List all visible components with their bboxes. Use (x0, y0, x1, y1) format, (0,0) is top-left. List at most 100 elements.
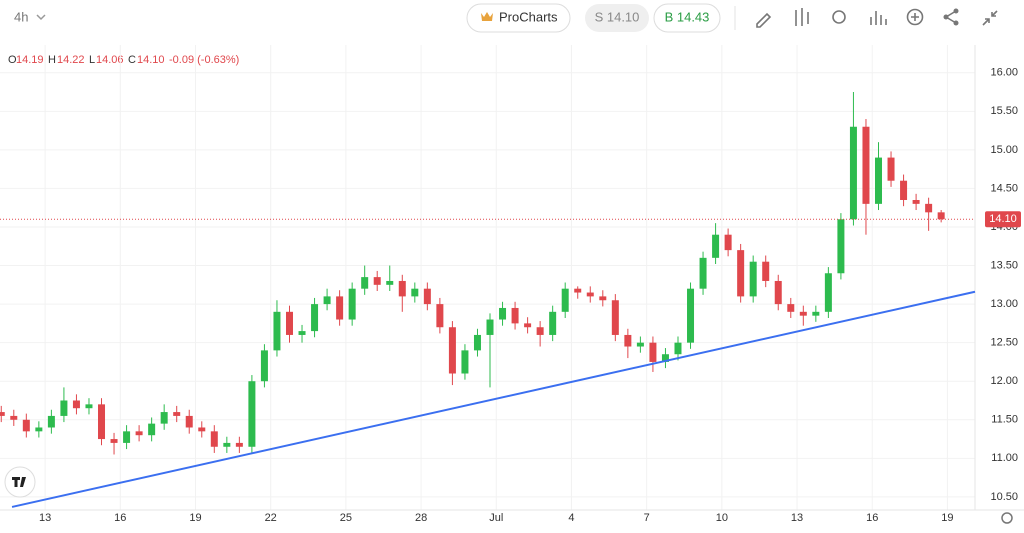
procharts-button[interactable] (466, 3, 571, 33)
candle-body (35, 427, 43, 432)
candle-body (386, 280, 394, 285)
draw-icon[interactable] (756, 12, 772, 28)
buy-label: B 14.43 (665, 9, 710, 24)
candle-body (411, 288, 419, 297)
candle-body (636, 342, 644, 347)
sell-button[interactable] (585, 4, 649, 32)
x-tick-label: Jul (489, 512, 503, 524)
candle-body (624, 334, 632, 347)
candle-body (737, 250, 745, 297)
candle-body (173, 412, 181, 416)
candle-body (248, 381, 256, 447)
candle-body (273, 311, 281, 351)
dropdown-arrow[interactable] (36, 14, 46, 21)
candle-body (260, 350, 268, 382)
candle-body (774, 280, 782, 305)
candle-body (311, 304, 319, 332)
y-tick-label: 14.50 (990, 182, 1018, 194)
legend-change: -0.09 (-0.63%) (169, 54, 239, 66)
candle-body (762, 261, 770, 281)
y-tick-label: 16.00 (990, 67, 1018, 79)
y-tick-label: 13.00 (990, 298, 1018, 310)
y-tick-label: 10.50 (990, 491, 1018, 503)
candle-body (60, 400, 68, 416)
candle-body (10, 415, 18, 420)
candle-body (47, 415, 55, 428)
candle-body (461, 350, 469, 374)
candle-body (110, 439, 118, 443)
settings-icon[interactable] (832, 10, 846, 24)
candle-body (0, 412, 5, 416)
candle-body (661, 354, 669, 362)
legend-high-key: H (48, 54, 56, 66)
candle-body (561, 288, 569, 312)
candle-body (524, 323, 532, 328)
x-tick-label: 4 (568, 512, 574, 524)
add-icon[interactable] (906, 8, 924, 26)
indicators-icon[interactable] (870, 11, 887, 25)
candle-body (135, 431, 143, 436)
x-tick-label: 22 (265, 512, 277, 524)
x-tick-label: 13 (791, 512, 803, 524)
candle-body (98, 404, 106, 440)
candle-body (423, 288, 431, 305)
y-tick-label: 12.00 (990, 375, 1018, 387)
candle-body (574, 288, 582, 293)
candle-body (887, 157, 895, 181)
interval[interactable]: 4h (14, 9, 28, 24)
y-tick-label: 15.00 (990, 144, 1018, 156)
candle-body (85, 404, 93, 409)
legend-close: 14.10 (137, 54, 165, 66)
x-tick-label: 16 (866, 512, 878, 524)
candle-body (549, 311, 557, 335)
sell-label: S 14.10 (595, 9, 640, 24)
tv-logo[interactable] (4, 466, 36, 498)
candle-body (323, 296, 331, 305)
legend-low-key: L (89, 54, 95, 66)
candle-body (611, 300, 619, 335)
candle-body (862, 126, 870, 204)
candle-body (486, 319, 494, 335)
candle-body (511, 307, 519, 324)
candle-body (824, 273, 832, 312)
x-tick-label: 25 (340, 512, 352, 524)
candle-body (749, 261, 757, 297)
candle-body (198, 427, 206, 432)
collapse-icon[interactable] (982, 10, 998, 26)
candle-body (699, 257, 707, 289)
candle-body (599, 296, 607, 301)
legend-open-key: O (8, 54, 17, 66)
candle-body (373, 277, 381, 285)
candle-body (900, 180, 908, 200)
candle-body (210, 431, 218, 447)
candle-body (787, 304, 795, 312)
x-tick-label: 16 (114, 512, 126, 524)
candles-icon[interactable] (795, 8, 809, 26)
candle-body (649, 342, 657, 362)
legend-close-key: C (128, 54, 136, 66)
candle-body (925, 203, 933, 213)
candle-body (160, 412, 168, 424)
candle-body (849, 126, 857, 220)
crown-icon (481, 12, 493, 21)
x-tick-label: 19 (941, 512, 953, 524)
tv-logo-glyph (12, 477, 26, 487)
candle-body (586, 292, 594, 297)
legend-high: 14.22 (57, 54, 85, 66)
candle-body (712, 234, 720, 258)
axis-settings-icon[interactable] (1001, 512, 1013, 524)
buy-button[interactable] (653, 3, 721, 33)
candle-body (185, 415, 193, 428)
candle-body (123, 431, 131, 443)
x-tick-label: 13 (39, 512, 51, 524)
x-tick-label: 7 (644, 512, 650, 524)
candle-body (22, 419, 30, 432)
candle-body (875, 157, 883, 204)
candle-body (674, 342, 682, 355)
y-tick-label: 11.50 (991, 414, 1018, 426)
candle-body (223, 442, 231, 447)
candle-body (473, 334, 481, 351)
candle-body (837, 219, 845, 274)
procharts-label: ProCharts (499, 9, 558, 24)
candle-body (448, 327, 456, 374)
